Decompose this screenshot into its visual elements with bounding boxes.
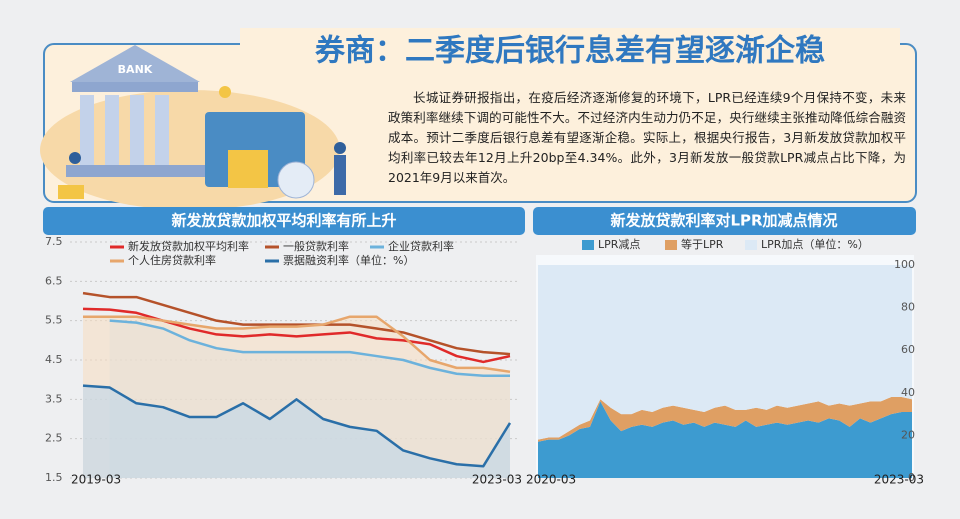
section-banner (43, 207, 525, 235)
person (69, 152, 81, 164)
coins (228, 150, 268, 188)
y-tick-label: 1.5 (45, 471, 63, 484)
bank-roof (70, 45, 200, 82)
y-tick-label: 60 (901, 343, 915, 356)
y-tick-label: 6.5 (45, 274, 63, 287)
x-tick-label: 2023-03 (472, 473, 522, 487)
y-tick-label: 5.5 (45, 314, 63, 327)
series-line (82, 384, 512, 468)
legend-label: LPR减点 (598, 238, 640, 251)
bank-sign: BANK (118, 63, 153, 76)
column (155, 95, 169, 165)
legend-label: LPR加点（单位：%） (761, 237, 869, 251)
legend-label: 票据融资利率（单位：%） (283, 253, 414, 267)
person (219, 86, 231, 98)
y-tick-label: 80 (901, 301, 915, 314)
person (334, 155, 346, 195)
stacked-area (538, 265, 912, 440)
legend-swatch (665, 240, 677, 250)
chart-title: 新发放贷款加权平均利率有所上升 (171, 212, 396, 230)
series-line (82, 291, 511, 356)
y-tick-label: 100 (894, 258, 915, 271)
legend-swatch (582, 240, 594, 250)
chart-title: 新发放贷款利率对LPR加减点情况 (610, 212, 837, 230)
column (130, 95, 144, 165)
legend-label: 一般贷款利率 (283, 239, 349, 253)
y-tick-label: 4.5 (45, 353, 63, 366)
series-line (109, 319, 510, 377)
person (334, 142, 346, 154)
x-tick-label: 2019-03 (71, 473, 121, 487)
bank-beam (72, 82, 198, 92)
y-tick-label: 20 (901, 428, 915, 441)
y-tick-label: 7.5 (45, 235, 63, 248)
marks: 1.5 2.5 3.5 4.5 5.5 6.5 7.5 2019-03 2023-03 新发放贷款… (45, 235, 924, 487)
legend-label: 等于LPR (681, 237, 724, 251)
series-line (82, 307, 511, 364)
legend-label: 个人住房贷款利率 (128, 253, 216, 267)
column (80, 95, 94, 165)
stacked-area (538, 401, 912, 478)
section-banner (533, 207, 916, 235)
illustration: BANK (40, 45, 346, 210)
percent-badge (277, 161, 315, 199)
y-tick-label: 2.5 (45, 432, 63, 445)
series-line (83, 315, 511, 374)
y-tick-label: 3.5 (45, 392, 63, 405)
stacked-area (538, 397, 912, 442)
legend-label: 企业贷款利率 (388, 239, 454, 253)
main-title: 券商：二季度后银行息差有望逐渐企稳 (315, 34, 825, 69)
y-tick-label: 0 (908, 471, 915, 484)
column (105, 95, 119, 165)
legend-swatch (745, 240, 757, 250)
x-tick-label: 2020-03 (526, 473, 576, 487)
x-tick-label: 2023-03 (874, 473, 924, 487)
coins (58, 185, 84, 199)
title-backing (240, 28, 900, 72)
y-tick-label: 40 (901, 386, 915, 399)
body-text: 长城证券研报指出，在疫后经济逐渐修复的环境下，LPR已经连续9个月保持不变，未来… (388, 90, 906, 185)
fills (70, 241, 912, 479)
line-area (83, 385, 510, 478)
bank-base (66, 165, 206, 177)
legend-label: 新发放贷款加权平均利率 (128, 239, 249, 253)
